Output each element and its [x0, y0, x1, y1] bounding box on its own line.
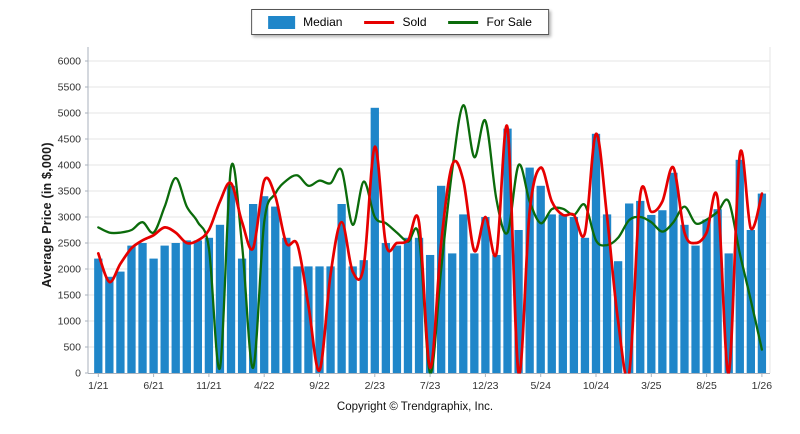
- svg-text:12/23: 12/23: [472, 380, 498, 392]
- svg-text:5/24: 5/24: [530, 380, 551, 392]
- svg-text:8/25: 8/25: [696, 380, 717, 392]
- svg-text:6/21: 6/21: [143, 380, 164, 392]
- svg-text:4500: 4500: [58, 134, 82, 146]
- svg-text:10/24: 10/24: [583, 380, 609, 392]
- y-axis-title: Average Price (in $,000): [40, 142, 54, 288]
- svg-text:3500: 3500: [58, 186, 82, 198]
- svg-text:6000: 6000: [58, 56, 82, 68]
- svg-text:5500: 5500: [58, 82, 82, 94]
- sold-line-swatch-icon: [364, 20, 395, 24]
- svg-text:2500: 2500: [58, 238, 82, 250]
- svg-text:5000: 5000: [58, 108, 82, 120]
- copyright-text: Copyright © Trendgraphix, Inc.: [336, 401, 494, 413]
- svg-text:1/21: 1/21: [88, 380, 109, 392]
- legend-label-sold: Sold: [402, 15, 427, 29]
- chart-legend: Median Sold For Sale: [251, 9, 549, 35]
- svg-text:1/26: 1/26: [752, 380, 773, 392]
- forsale-line-swatch-icon: [448, 20, 479, 24]
- svg-text:1000: 1000: [58, 316, 82, 328]
- svg-text:7/23: 7/23: [420, 380, 441, 392]
- svg-text:0: 0: [75, 368, 81, 380]
- legend-item-median: Median: [268, 15, 342, 29]
- legend-label-forsale: For Sale: [486, 15, 532, 29]
- svg-text:500: 500: [63, 342, 81, 354]
- svg-text:3/25: 3/25: [641, 380, 662, 392]
- svg-text:11/21: 11/21: [196, 380, 222, 392]
- svg-text:2000: 2000: [58, 264, 82, 276]
- svg-text:1500: 1500: [58, 290, 82, 302]
- svg-text:4000: 4000: [58, 160, 82, 172]
- legend-item-forsale: For Sale: [448, 15, 532, 29]
- svg-text:4/22: 4/22: [254, 380, 275, 392]
- median-bar-swatch-icon: [268, 15, 296, 29]
- svg-text:3000: 3000: [58, 212, 82, 224]
- legend-label-median: Median: [303, 15, 343, 29]
- svg-text:9/22: 9/22: [309, 380, 330, 392]
- svg-text:2/23: 2/23: [365, 380, 386, 392]
- legend-item-sold: Sold: [364, 15, 427, 29]
